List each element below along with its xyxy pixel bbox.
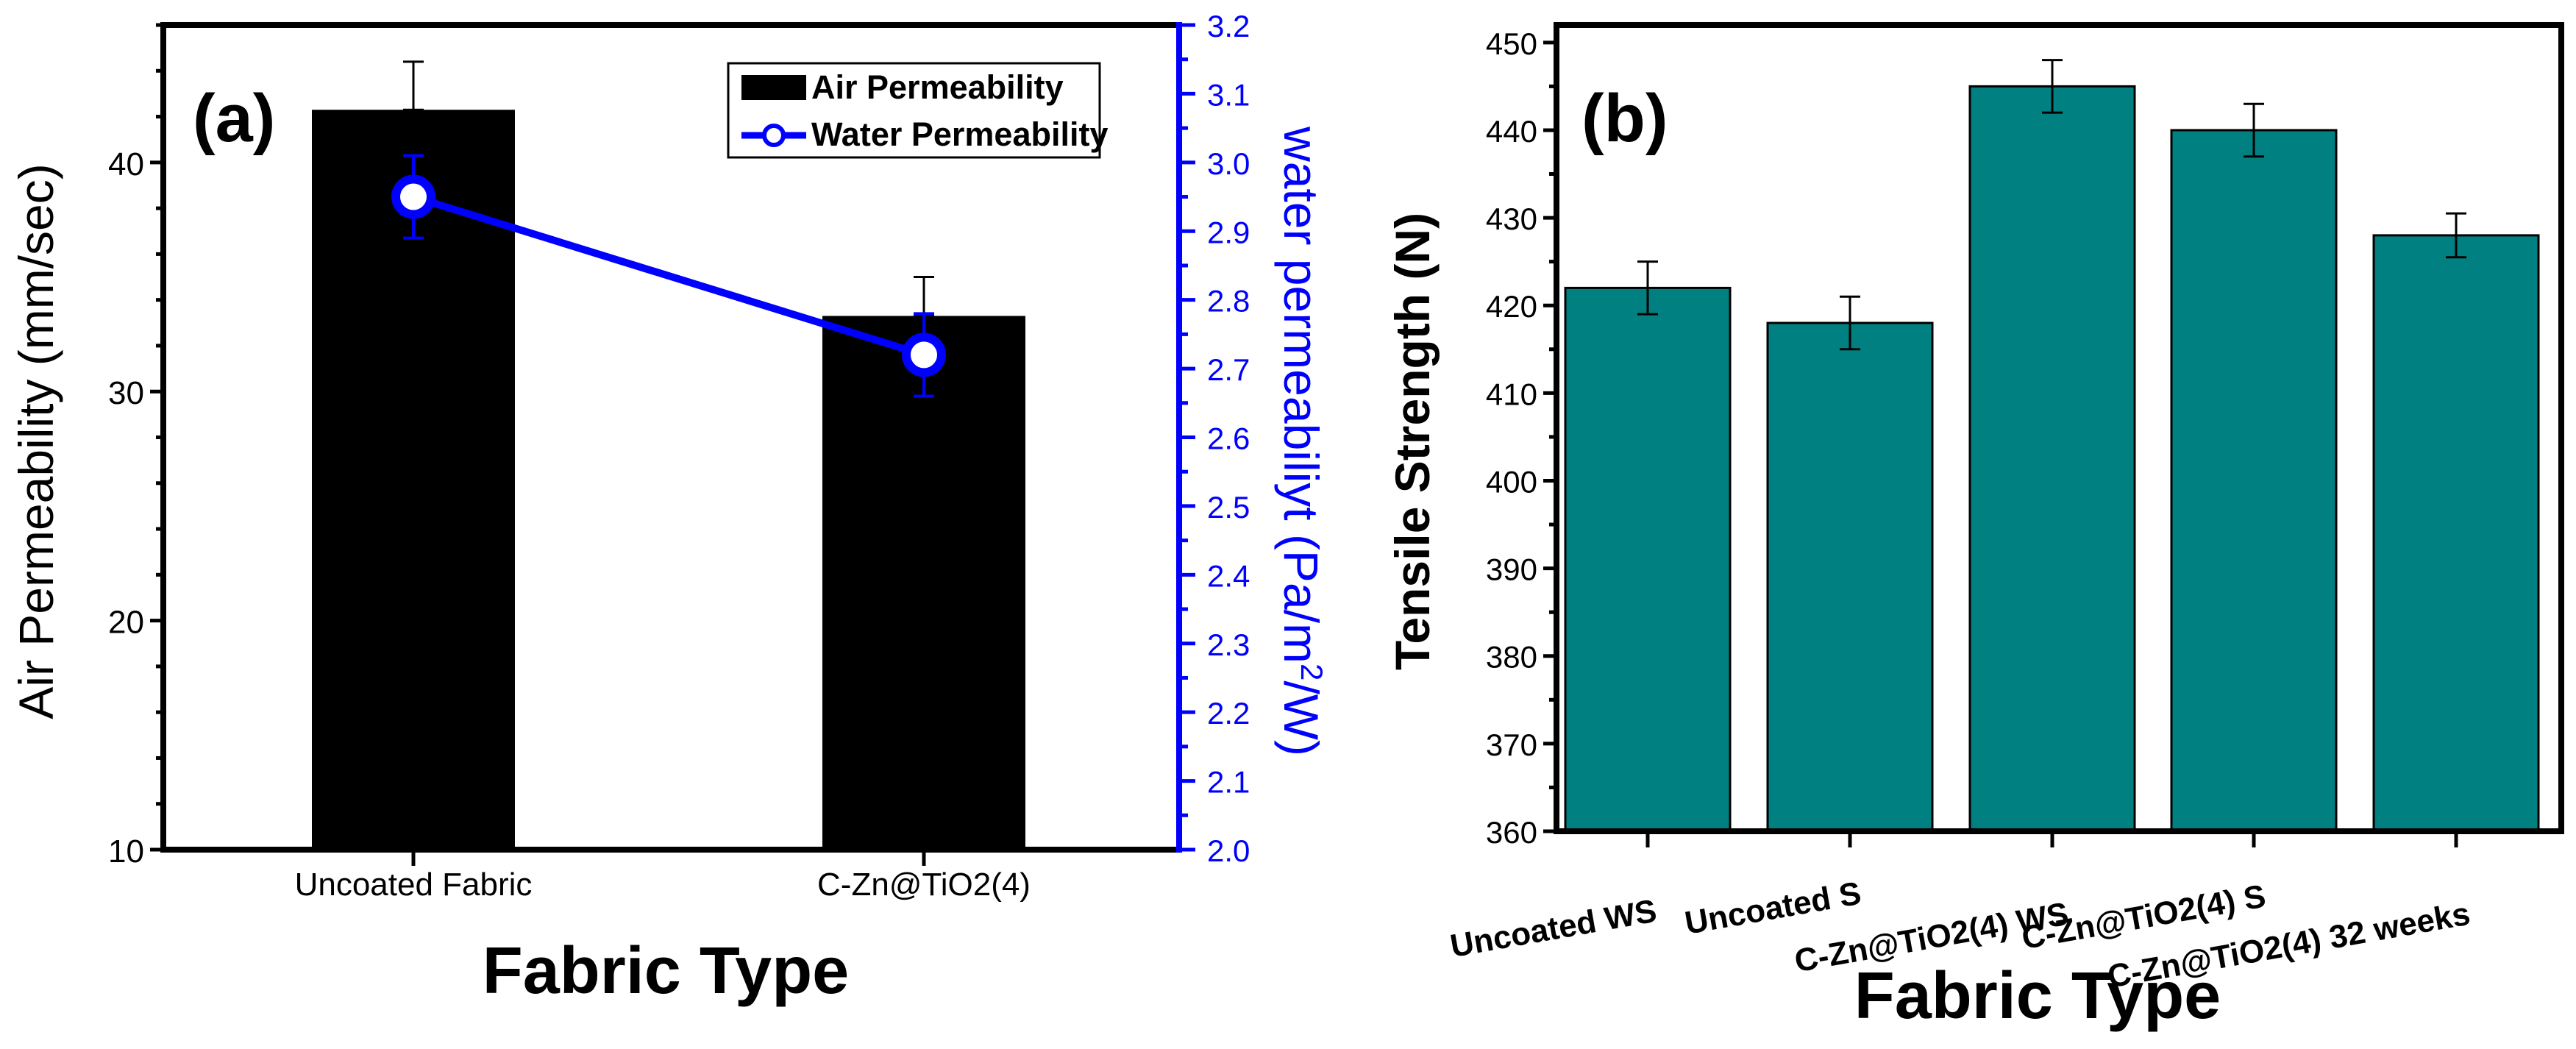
a-y2-tick-label: 2.4 — [1207, 558, 1250, 593]
a-y2-tick-label: 2.1 — [1207, 765, 1250, 800]
a-legend-swatch-bar — [741, 75, 806, 100]
a-legend: Air Permeability Water Permeability — [727, 62, 1108, 159]
a-y2-tick-label: 3.2 — [1207, 9, 1250, 43]
b-y-axis-label: Tensile Strength (N) — [1385, 213, 1440, 670]
a-y2-tick-label: 2.6 — [1207, 422, 1250, 456]
b-y-tick-label: 360 — [1486, 815, 1537, 850]
b-y-tick-label: 400 — [1486, 464, 1537, 499]
a-y2-label-prefix: water permeabiliyt (Pa/m — [1274, 126, 1328, 664]
b-y-tick-label: 450 — [1486, 26, 1537, 61]
b-y-tick-label: 420 — [1486, 289, 1537, 324]
a-water-point-1 — [902, 333, 946, 377]
a-bars-layer — [312, 110, 1025, 850]
a-y-tick-label: 40 — [108, 146, 144, 182]
a-y2-tick-label: 2.5 — [1207, 490, 1250, 524]
a-y-axis-label: Air Permeability (mm/sec) — [9, 163, 63, 719]
a-bar-1 — [822, 316, 1025, 850]
panel-a-label: (a) — [193, 81, 275, 156]
a-y2-label-sup: 2 — [1295, 664, 1330, 680]
panel-b: 360 370 380 390 400 410 420 430 440 450 Uncoated W… — [1385, 22, 2564, 1033]
a-x-tick-label: C-Zn@TiO2(4) — [817, 867, 1031, 903]
a-y-tick-label: 10 — [108, 833, 144, 870]
a-water-point-0 — [391, 174, 435, 219]
b-y-tick-label: 380 — [1486, 640, 1537, 675]
b-y-tick-label: 410 — [1486, 377, 1537, 411]
panel-a: 10 20 30 40 2.0 2.1 2.2 2.3 2.4 2.5 2.6 2.7 2.8 2.9 3.… — [9, 9, 1330, 1008]
a-y2-tick-label: 2.7 — [1207, 352, 1250, 387]
a-legend-label-water: Water Permeability — [811, 115, 1108, 153]
a-x-tick-label: Uncoated Fabric — [295, 867, 533, 903]
a-y2-label-suffix: /W) — [1274, 680, 1328, 756]
a-error-bars-layer — [403, 60, 934, 317]
a-y2-tick-label: 2.3 — [1207, 627, 1250, 662]
a-y2-tick-label: 2.8 — [1207, 284, 1250, 319]
b-plot-frame — [1554, 22, 2564, 834]
b-bar-4 — [2372, 234, 2540, 833]
a-axes-layer: 10 20 30 40 2.0 2.1 2.2 2.3 2.4 2.5 2.6 2.7 2.8 2.9 3.… — [108, 9, 1250, 903]
a-legend-label-air: Air Permeability — [811, 68, 1064, 106]
a-y2-tick-label: 2.0 — [1207, 833, 1250, 868]
b-bar-3 — [2170, 129, 2338, 833]
a-y2-axis-label: water permeabiliyt (Pa/m2/W) — [1274, 126, 1330, 756]
a-line-layer — [391, 154, 946, 398]
a-x-axis-label: Fabric Type — [483, 934, 849, 1008]
b-y-tick-label: 370 — [1486, 728, 1537, 762]
a-y2-tick-label: 3.0 — [1207, 146, 1250, 181]
b-y-tick-label: 440 — [1486, 114, 1537, 149]
b-bar-0 — [1564, 286, 1732, 833]
b-bars-layer — [1564, 85, 2540, 833]
a-legend-swatch-marker — [762, 124, 786, 147]
a-y2-tick-label: 2.2 — [1207, 696, 1250, 730]
a-y-tick-label: 30 — [108, 375, 144, 411]
b-bar-2 — [1968, 85, 2136, 833]
b-x-tick-label: Uncoated S — [1682, 875, 1864, 942]
panel-b-label: (b) — [1581, 81, 1668, 156]
a-y2-tick-label: 3.1 — [1207, 77, 1250, 112]
a-water-series-line — [412, 193, 925, 359]
b-x-tick-label: Uncoated WS — [1448, 893, 1659, 964]
b-y-tick-label: 390 — [1486, 552, 1537, 587]
b-bar-1 — [1766, 321, 1934, 833]
b-error-bars-layer — [1637, 59, 2466, 351]
a-y-tick-label: 20 — [108, 605, 144, 641]
b-y-tick-label: 430 — [1486, 202, 1537, 236]
a-y2-tick-label: 2.9 — [1207, 215, 1250, 249]
b-x-axis-label: Fabric Type — [1854, 959, 2221, 1033]
